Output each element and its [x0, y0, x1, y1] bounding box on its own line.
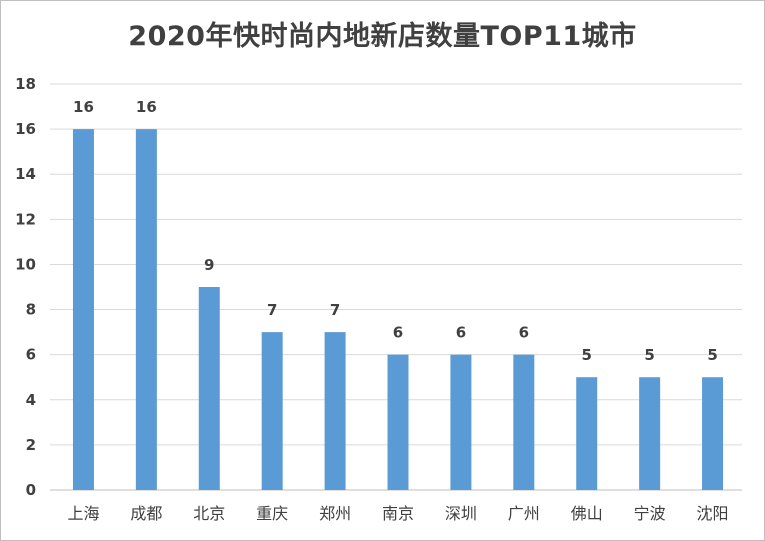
y-tick-label: 6	[26, 346, 36, 364]
data-label: 16	[136, 98, 157, 116]
data-labels: 16 16 9 7 7 6 6 6 5 5 5	[73, 98, 718, 364]
category-label: 南京	[382, 504, 414, 523]
category-label: 上海	[67, 504, 99, 523]
category-label: 佛山	[571, 504, 603, 523]
bar	[513, 354, 535, 490]
y-axis-ticks: 0 2 4 6 8 10 12 14 16 18	[15, 75, 36, 499]
data-label: 7	[330, 301, 340, 319]
category-label: 郑州	[319, 504, 351, 523]
bar	[72, 129, 94, 490]
category-label: 成都	[130, 504, 162, 523]
bar	[324, 332, 346, 490]
y-tick-label: 8	[26, 301, 36, 319]
x-axis-categories: 上海 成都 北京 重庆 郑州 南京 深圳 广州 佛山 宁波 沈阳	[67, 504, 728, 523]
y-tick-label: 4	[26, 391, 36, 409]
data-label: 9	[204, 256, 214, 274]
bar	[135, 129, 157, 490]
y-tick-label: 0	[26, 481, 36, 499]
bar	[450, 354, 472, 490]
bar	[198, 287, 220, 490]
category-label: 重庆	[256, 504, 288, 523]
category-label: 深圳	[445, 504, 477, 523]
bar	[639, 377, 661, 490]
data-label: 6	[519, 324, 529, 342]
y-tick-label: 10	[15, 255, 36, 273]
y-tick-label: 2	[26, 436, 36, 454]
bars	[72, 129, 724, 490]
data-label: 6	[456, 324, 466, 342]
data-label: 5	[644, 346, 654, 364]
bar	[576, 377, 598, 490]
category-label: 沈阳	[697, 504, 729, 523]
chart-title: 2020年快时尚内地新店数量TOP11城市	[128, 21, 637, 52]
category-label: 北京	[193, 504, 225, 523]
data-label: 6	[393, 324, 403, 342]
y-tick-label: 12	[15, 210, 36, 228]
data-label: 5	[707, 346, 717, 364]
bar	[702, 377, 724, 490]
y-tick-label: 14	[15, 165, 36, 183]
bar	[387, 354, 409, 490]
data-label: 16	[73, 98, 94, 116]
data-label: 5	[582, 346, 592, 364]
bar	[261, 332, 283, 490]
y-tick-label: 16	[15, 120, 36, 138]
category-label: 广州	[508, 504, 540, 523]
category-label: 宁波	[634, 504, 666, 523]
data-label: 7	[267, 301, 277, 319]
y-tick-label: 18	[15, 75, 36, 93]
